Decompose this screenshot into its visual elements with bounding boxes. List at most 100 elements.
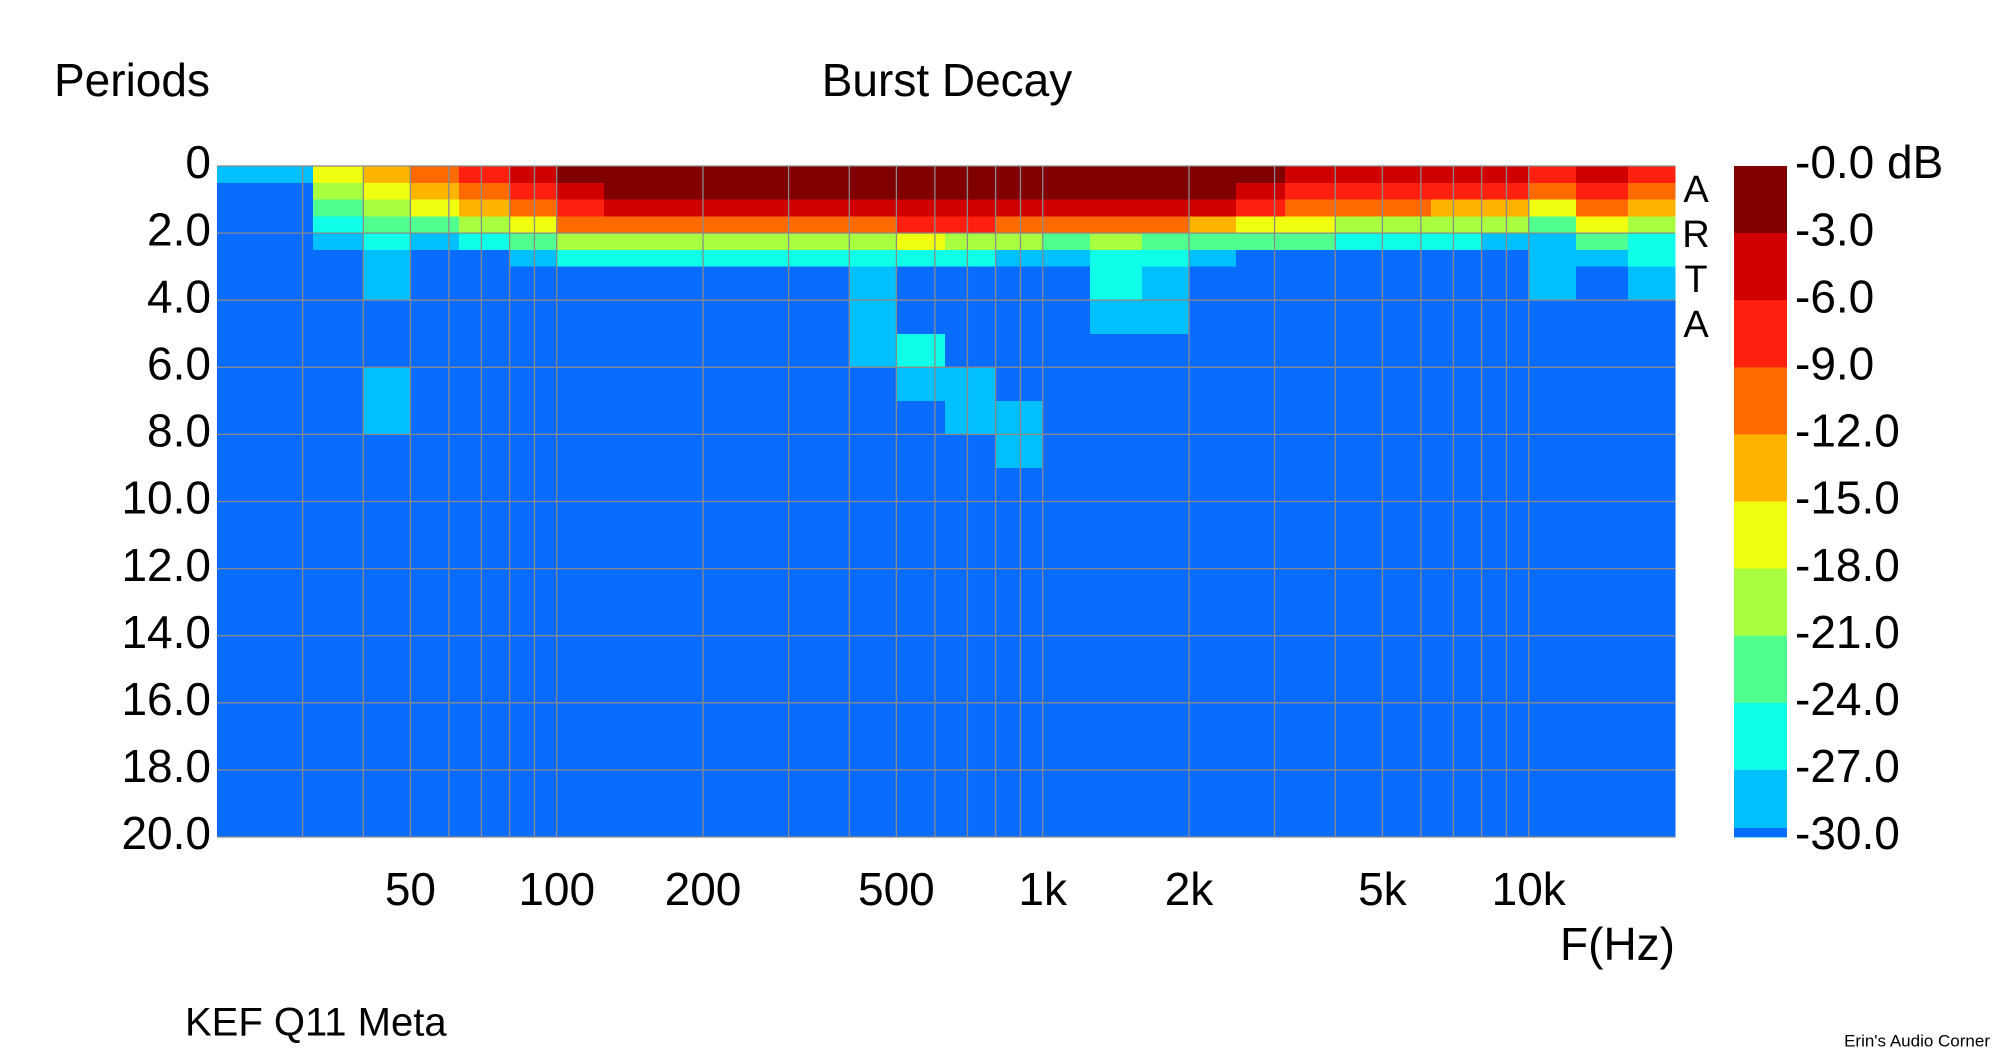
heat-cell	[410, 216, 460, 234]
heat-cell	[896, 266, 946, 301]
heat-cell	[1575, 216, 1629, 234]
heat-cell	[1141, 216, 1190, 234]
x-tick-label: 1k	[1018, 863, 1068, 915]
heat-cell	[1141, 266, 1190, 301]
heat-cell	[1575, 233, 1629, 251]
heat-cell	[1236, 166, 1286, 184]
heat-cell	[1431, 400, 1483, 435]
heat-cell	[1528, 266, 1577, 301]
heat-cell	[896, 216, 946, 234]
heat-cell	[1189, 400, 1237, 435]
heat-cell	[703, 182, 751, 201]
heat-cell	[1189, 199, 1237, 217]
heat-cell	[264, 249, 314, 268]
heat-cell	[1284, 233, 1336, 251]
heat-cell	[849, 266, 897, 301]
heat-cell	[1575, 333, 1629, 368]
heat-cell	[995, 249, 1044, 268]
heat-cell	[655, 333, 704, 368]
heat-cell	[1042, 249, 1091, 268]
heat-cell	[1042, 199, 1091, 217]
heat-cell	[1189, 266, 1237, 301]
heat-cell	[703, 249, 751, 268]
heat-cell	[556, 233, 605, 251]
heat-cell	[312, 166, 364, 184]
heat-cell	[1189, 233, 1237, 251]
heat-cell	[264, 166, 314, 184]
heat-cell	[1089, 199, 1143, 217]
heat-cell	[849, 367, 897, 402]
heat-cell	[750, 216, 800, 234]
heat-cell	[264, 233, 314, 251]
heat-cell	[459, 333, 511, 368]
heat-cell	[849, 467, 897, 838]
heat-cell	[1431, 166, 1483, 184]
heat-cell	[217, 182, 265, 201]
colorbar-band	[1734, 501, 1787, 570]
heat-cell	[1089, 367, 1143, 402]
heat-cell	[1284, 400, 1336, 435]
heat-cell	[1189, 182, 1237, 201]
heat-cell	[1335, 400, 1383, 435]
heat-cell	[995, 216, 1044, 234]
colorbar-band	[1734, 434, 1787, 502]
heat-cell	[264, 333, 314, 368]
heat-cell	[312, 199, 364, 217]
heat-cell	[410, 300, 460, 335]
y-tick-label: 8.0	[147, 405, 211, 457]
colorbar-tick-label: -12.0	[1795, 405, 1900, 457]
heat-cell	[1627, 216, 1676, 234]
heat-cell	[603, 199, 657, 217]
heat-cell	[312, 233, 364, 251]
heat-cell	[1481, 199, 1530, 217]
heat-cell	[798, 367, 850, 402]
heat-cell	[410, 233, 460, 251]
heat-cell	[750, 182, 800, 201]
heat-cell	[750, 199, 800, 217]
heat-cell	[410, 166, 460, 184]
heat-cell	[312, 333, 364, 368]
heat-cell	[1236, 216, 1286, 234]
heat-cell	[410, 333, 460, 368]
subtitle: KEF Q11 Meta	[185, 1001, 447, 1045]
heat-cell	[1042, 333, 1091, 368]
heat-cell	[217, 300, 265, 335]
heat-cell	[1481, 216, 1530, 234]
heat-cell	[459, 467, 511, 838]
heat-cell	[995, 367, 1044, 402]
heat-cell	[217, 266, 265, 301]
heat-cell	[1284, 266, 1336, 301]
heat-cell	[798, 467, 850, 838]
heat-cell	[459, 400, 511, 435]
heat-cell	[1481, 182, 1530, 201]
chart-title: Burst Decay	[822, 54, 1073, 106]
heat-cell	[1042, 434, 1091, 469]
heat-cell	[1481, 434, 1530, 469]
heat-cell	[1141, 300, 1190, 335]
heat-cell	[603, 266, 657, 301]
heat-cell	[750, 266, 800, 301]
heat-cell	[995, 467, 1044, 838]
heat-cell	[703, 199, 751, 217]
heat-cell	[945, 233, 997, 251]
heat-cell	[1236, 233, 1286, 251]
heat-cell	[603, 400, 657, 435]
heat-cell	[995, 434, 1044, 469]
heat-cell	[312, 467, 364, 838]
heat-cell	[945, 333, 997, 368]
heat-cell	[264, 400, 314, 435]
heat-cell	[556, 367, 605, 402]
heat-cell	[1335, 249, 1383, 268]
heat-cell	[1335, 333, 1383, 368]
heat-cell	[1236, 249, 1286, 268]
heat-cell	[703, 434, 751, 469]
heat-cell	[217, 166, 265, 184]
heat-cell	[410, 249, 460, 268]
heat-cell	[312, 266, 364, 301]
heat-cell	[1431, 367, 1483, 402]
heat-cell	[1382, 367, 1432, 402]
heat-cell	[264, 300, 314, 335]
heat-cell	[556, 266, 605, 301]
